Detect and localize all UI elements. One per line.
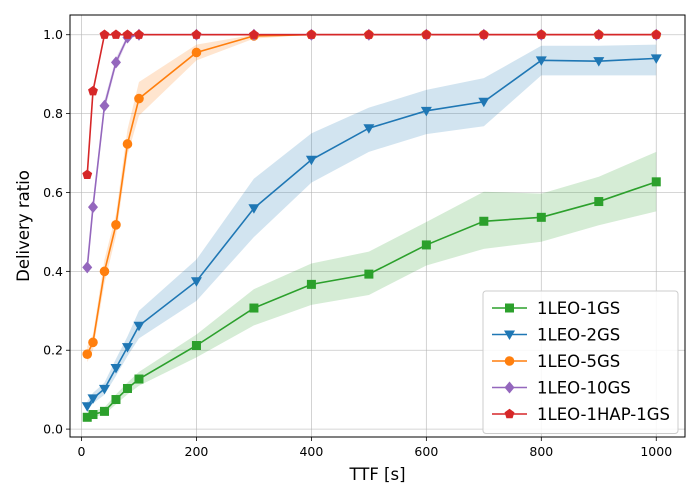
point-1leo-1hap-1gs xyxy=(248,29,259,39)
point-1leo-1gs xyxy=(306,279,316,289)
point-1leo-1gs xyxy=(536,212,546,222)
point-1leo-1gs xyxy=(134,374,144,384)
series-markers xyxy=(81,28,662,422)
y-tick-label: 0.4 xyxy=(43,264,63,279)
point-1leo-1hap-1gs xyxy=(88,85,98,96)
point-1leo-1hap-1gs xyxy=(122,29,133,39)
point-1leo-1hap-1gs xyxy=(536,29,547,39)
point-1leo-2gs xyxy=(593,57,605,67)
x-tick-label: 800 xyxy=(529,444,553,459)
point-1leo-2gs xyxy=(133,321,145,332)
point-1leo-1gs xyxy=(479,216,489,226)
legend-label-1leo-10gs: 1LEO-10GS xyxy=(537,379,631,398)
point-1leo-1hap-1gs xyxy=(651,29,662,39)
point-1leo-2gs xyxy=(650,54,662,64)
legend-label-1leo-2gs: 1LEO-2GS xyxy=(537,326,620,345)
point-1leo-1hap-1gs xyxy=(421,29,432,39)
point-1leo-5gs xyxy=(99,266,110,277)
x-tick-label: 1000 xyxy=(640,444,672,459)
point-1leo-2gs xyxy=(110,363,122,374)
point-1leo-1hap-1gs xyxy=(306,29,317,39)
legend-marker-1leo-1gs xyxy=(505,303,514,313)
point-1leo-2gs xyxy=(420,106,432,117)
point-1leo-1gs xyxy=(122,383,132,393)
point-1leo-10gs xyxy=(82,261,93,274)
x-tick-label: 600 xyxy=(414,444,438,459)
legend-label-1leo-1gs: 1LEO-1GS xyxy=(537,299,620,318)
point-1leo-10gs xyxy=(99,99,110,112)
point-1leo-5gs xyxy=(134,93,144,104)
y-tick-label: 1.0 xyxy=(43,27,63,42)
legend-label-1leo-5gs: 1LEO-5GS xyxy=(537,352,620,371)
x-tick-label: 0 xyxy=(78,444,86,459)
point-1leo-1hap-1gs xyxy=(134,29,144,39)
legend-marker-1leo-10gs xyxy=(504,381,515,394)
point-1leo-1gs xyxy=(421,240,431,250)
point-1leo-1hap-1gs xyxy=(363,29,374,39)
point-1leo-1hap-1gs xyxy=(191,29,202,39)
point-1leo-2gs xyxy=(305,155,317,166)
point-1leo-2gs xyxy=(478,97,490,108)
point-1leo-2gs xyxy=(248,204,260,214)
point-1leo-5gs xyxy=(88,337,98,348)
legend-box xyxy=(482,290,679,434)
x-axis-label: TTF [s] xyxy=(348,465,405,484)
legend-label-1leo-1hap-1gs: 1LEO-1HAP-1GS xyxy=(537,405,670,424)
y-axis-ticks: 0.0 0.2 0.4 0.6 0.8 1.0 xyxy=(43,27,70,437)
x-tick-label: 400 xyxy=(299,444,323,459)
point-1leo-2gs xyxy=(535,56,547,66)
legend-marker-1leo-5gs xyxy=(504,356,515,366)
point-1leo-1gs xyxy=(364,269,374,279)
point-1leo-5gs xyxy=(111,220,121,230)
plot-frame xyxy=(69,14,686,438)
legend: 1LEO-1GS 1LEO-2GS 1LEO-5GS 1LEO-10GS 1LEO-1H… xyxy=(482,290,679,434)
point-1leo-2gs xyxy=(190,277,202,287)
band-1leo-2gs xyxy=(87,44,657,411)
y-tick-label: 0.6 xyxy=(43,185,63,200)
point-1leo-10gs xyxy=(87,201,98,214)
y-tick-label: 0.0 xyxy=(43,422,63,437)
point-1leo-1gs xyxy=(651,177,661,187)
point-1leo-1hap-1gs xyxy=(111,29,121,39)
point-1leo-1gs xyxy=(594,197,604,207)
point-1leo-5gs xyxy=(191,47,202,58)
point-1leo-2gs xyxy=(98,384,110,395)
point-1leo-1hap-1gs xyxy=(593,29,604,39)
point-1leo-2gs xyxy=(363,124,375,134)
point-1leo-1gs xyxy=(82,412,92,422)
legend-marker-1leo-2gs xyxy=(504,330,515,340)
point-1leo-1gs xyxy=(249,303,259,313)
point-1leo-1gs xyxy=(191,341,201,351)
legend-marker-1leo-1hap-1gs xyxy=(504,408,515,419)
grid xyxy=(70,15,685,437)
point-1leo-1hap-1gs xyxy=(478,29,489,39)
y-axis-label: Delivery ratio xyxy=(14,170,33,282)
point-1leo-1gs xyxy=(111,395,121,405)
point-1leo-10gs xyxy=(110,56,121,69)
point-1leo-2gs xyxy=(121,343,133,353)
point-1leo-1hap-1gs xyxy=(82,169,93,179)
point-1leo-1gs xyxy=(99,406,109,416)
point-1leo-1hap-1gs xyxy=(99,29,110,39)
x-tick-label: 200 xyxy=(185,444,209,459)
y-tick-label: 0.2 xyxy=(43,343,63,358)
point-1leo-2gs xyxy=(81,402,93,412)
point-1leo-5gs xyxy=(82,349,93,359)
point-1leo-2gs xyxy=(87,394,99,404)
point-1leo-5gs xyxy=(122,139,133,149)
point-1leo-1gs xyxy=(88,410,98,420)
y-tick-label: 0.8 xyxy=(43,106,63,121)
x-axis-ticks: 0 200 400 600 800 1000 xyxy=(78,437,672,459)
